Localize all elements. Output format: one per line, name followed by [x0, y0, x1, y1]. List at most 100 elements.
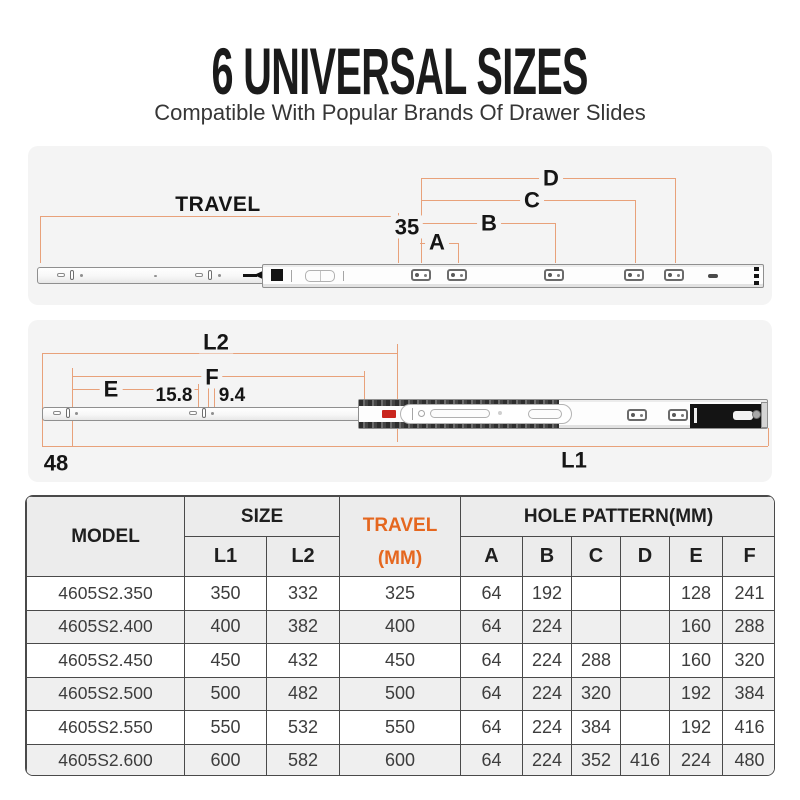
col-header-hole-pattern: HOLE PATTERN(MM): [460, 496, 774, 537]
dim-f-label: F: [201, 365, 223, 389]
screw-slot-a: [411, 269, 431, 281]
mount-slot: [57, 273, 65, 277]
ball-bearing-track: [359, 400, 559, 406]
table-header-row-1: MODEL SIZE TRAVEL (MM) HOLE PATTERN(MM): [26, 496, 774, 577]
table-cell: 224: [522, 609, 573, 644]
dim-tick: [397, 344, 398, 442]
screw-slot: [668, 409, 688, 421]
rail-end-hole: [754, 281, 759, 285]
dim-tick: [42, 353, 43, 446]
table-cell: 224: [522, 743, 573, 775]
dim-b-label: B: [477, 211, 501, 235]
screw-slot-c: [624, 269, 644, 281]
dim-a-label: A: [425, 230, 449, 254]
table-cell: 224: [522, 676, 573, 711]
stop-block: [271, 269, 283, 281]
page-title-text: 6 UNIVERSAL SIZES: [211, 34, 589, 108]
table-cell: [620, 643, 671, 678]
dim-d-label: D: [539, 166, 563, 190]
table-cell: 350: [184, 576, 267, 611]
rear-offset-48-label: 48: [39, 451, 73, 475]
dim-line-l1: [42, 446, 768, 447]
table-cell: [620, 710, 671, 745]
table-cell: 160: [669, 643, 724, 678]
table-cell: 64: [460, 643, 524, 678]
travel-label: TRAVEL: [171, 193, 265, 217]
table-cell: 4605S2.350: [26, 576, 185, 611]
offset-35-label: 35: [390, 215, 424, 239]
mount-hole: [80, 274, 83, 277]
rail-hole: [418, 410, 425, 417]
page-title: 6 UNIVERSAL SIZES: [0, 38, 800, 104]
table-cell: 4605S2.500: [26, 676, 185, 711]
table-cell: 532: [265, 710, 341, 745]
table-row: 4605S2.600 600 582 600 64 224 352 416 22…: [26, 743, 774, 775]
table-cell: 382: [265, 609, 341, 644]
col-header-model: MODEL: [26, 496, 185, 577]
table-cell: 224: [522, 710, 573, 745]
dim-tick: [364, 371, 365, 400]
col-header-travel: TRAVEL (MM): [339, 496, 462, 577]
table-row: 4605S2.350 350 332 325 64 192 128 241: [26, 576, 774, 611]
screw-slot: [627, 409, 647, 421]
dim-l1-label: L1: [557, 448, 591, 472]
col-header-a: A: [460, 536, 524, 577]
dim-tick: [675, 178, 676, 263]
dim-e-label: E: [99, 377, 123, 401]
table-cell: 224: [669, 743, 724, 775]
col-header-l1: L1: [184, 536, 267, 577]
table-header-row-2: L1 L2 A B C D E F: [27, 536, 774, 577]
table-cell: 416: [722, 710, 774, 745]
rail-slot: [528, 409, 562, 419]
table-cell: [620, 609, 671, 644]
table-cell: 320: [571, 676, 622, 711]
dim-line-travel: [40, 216, 398, 217]
table-cell: 241: [722, 576, 774, 611]
ball-bearing-track: [359, 422, 559, 428]
table-cell: 352: [571, 743, 622, 775]
table-cell: 582: [265, 743, 341, 775]
table-cell: 482: [265, 676, 341, 711]
rail-hole: [498, 411, 502, 415]
mount-hole: [218, 274, 221, 277]
table-cell: 384: [571, 710, 622, 745]
rail-notch: [708, 274, 718, 278]
col-header-d: D: [620, 536, 671, 577]
table-cell: 288: [722, 609, 774, 644]
mount-slot: [202, 408, 206, 418]
mount-hole: [211, 412, 214, 415]
mount-slot: [53, 411, 61, 415]
table-cell: 4605S2.600: [26, 743, 185, 775]
table-cell: [620, 576, 671, 611]
rail-end-cap: [761, 402, 768, 428]
hole-gap-94-label: 9.4: [216, 385, 248, 407]
table-cell: 64: [460, 676, 524, 711]
retainer-roller: [752, 410, 761, 419]
table-cell: 600: [339, 743, 462, 775]
rail-slot: [430, 409, 490, 418]
release-lever: [243, 274, 257, 277]
table-cell: 64: [460, 576, 524, 611]
table-cell: 500: [339, 676, 462, 711]
screw-slot-b: [544, 269, 564, 281]
rail-end-hole: [754, 274, 759, 278]
table-cell: 4605S2.400: [26, 609, 185, 644]
spec-table-grid: MODEL SIZE TRAVEL (MM) HOLE PATTERN(MM) …: [26, 496, 774, 775]
travel-header-text: TRAVEL: [362, 514, 438, 536]
table-cell: 432: [265, 643, 341, 678]
table-cell: 384: [722, 676, 774, 711]
detent-clip: [382, 410, 396, 418]
table-cell: 288: [571, 643, 622, 678]
col-header-l2: L2: [265, 536, 341, 577]
table-cell: 224: [522, 643, 573, 678]
table-cell: 320: [722, 643, 774, 678]
mount-slot: [66, 408, 70, 418]
table-cell: 600: [184, 743, 267, 775]
table-row: 4605S2.550 550 532 550 64 224 384 192 41…: [26, 710, 774, 745]
drawer-rail-extended: [262, 264, 764, 288]
table-cell: 416: [620, 743, 671, 775]
table-cell: 192: [522, 576, 573, 611]
rail-mark: [412, 408, 413, 420]
travel-unit-text: (MM): [377, 547, 423, 569]
